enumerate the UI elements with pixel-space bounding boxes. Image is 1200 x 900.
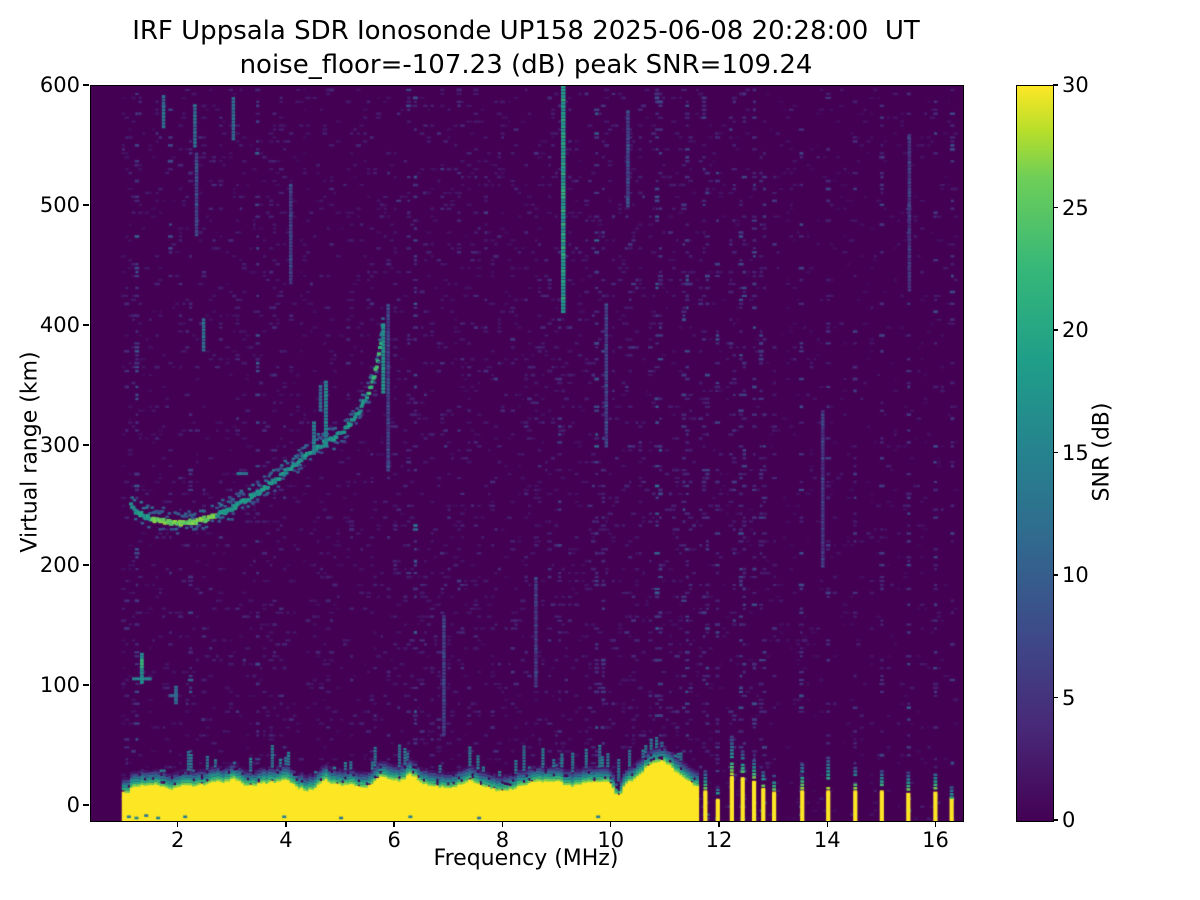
- x-tick-mark: [934, 821, 937, 827]
- colorbar-tick-mark: [1053, 206, 1058, 209]
- x-tick-label: 10: [597, 828, 625, 852]
- colorbar-tick-label: 30: [1062, 73, 1089, 97]
- y-tick-label: 600: [39, 73, 80, 97]
- colorbar-tick-mark: [1053, 696, 1058, 699]
- colorbar-label: SNR (dB): [1089, 402, 1115, 502]
- plot-area: [90, 85, 964, 822]
- x-tick-label: 8: [495, 828, 510, 852]
- y-tick-label: 400: [39, 313, 80, 337]
- y-axis-label: Virtual range (km): [17, 351, 43, 553]
- y-tick-mark: [83, 444, 89, 446]
- y-tick-mark: [83, 684, 89, 686]
- x-tick-label: 2: [170, 828, 185, 852]
- y-tick-mark: [83, 84, 89, 86]
- y-tick-label: 300: [39, 433, 80, 457]
- x-tick-label: 6: [387, 828, 401, 852]
- x-tick-label: 16: [922, 828, 949, 852]
- chart-title-line2: noise_floor=-107.23 (dB) peak SNR=109.24: [239, 50, 813, 80]
- colorbar-tick-label: 20: [1062, 318, 1089, 342]
- x-tick-mark: [610, 821, 612, 827]
- x-tick-mark: [285, 821, 287, 827]
- colorbar-tick-label: 5: [1062, 685, 1076, 710]
- colorbar-tick-label: 25: [1062, 195, 1089, 220]
- y-tick-mark: [83, 204, 89, 206]
- colorbar-tick-mark: [1053, 84, 1058, 86]
- colorbar: [1016, 85, 1054, 822]
- colorbar-tick-label: 0: [1062, 808, 1076, 832]
- x-tick-mark: [718, 821, 720, 827]
- x-tick-mark: [176, 821, 179, 827]
- y-tick-label: 0: [66, 793, 80, 817]
- y-tick-mark: [83, 324, 89, 326]
- y-tick-label: 500: [39, 193, 80, 217]
- x-tick-label: 4: [279, 828, 293, 852]
- x-axis-label: Frequency (MHz): [433, 846, 619, 871]
- x-tick-label: 12: [705, 828, 733, 852]
- colorbar-tick-mark: [1053, 451, 1058, 454]
- colorbar-tick-mark: [1053, 574, 1058, 576]
- chart-title-line1: IRF Uppsala SDR Ionosonde UP158 2025-06-…: [132, 16, 920, 46]
- colorbar-tick-mark: [1053, 329, 1058, 331]
- y-tick-label: 100: [39, 673, 80, 697]
- x-tick-mark: [393, 821, 395, 827]
- y-tick-mark: [83, 564, 89, 566]
- colorbar-tick-label: 10: [1062, 563, 1089, 587]
- colorbar-tick-mark: [1053, 819, 1058, 821]
- y-tick-mark: [83, 804, 89, 806]
- x-tick-mark: [826, 821, 828, 827]
- colorbar-tick-label: 15: [1062, 440, 1089, 465]
- ionogram-canvas: [91, 86, 963, 821]
- x-tick-mark: [501, 821, 504, 827]
- y-tick-label: 200: [39, 553, 80, 577]
- x-tick-label: 14: [813, 828, 841, 852]
